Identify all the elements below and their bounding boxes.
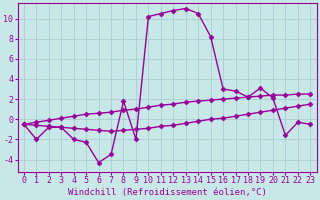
X-axis label: Windchill (Refroidissement éolien,°C): Windchill (Refroidissement éolien,°C) xyxy=(68,188,267,197)
